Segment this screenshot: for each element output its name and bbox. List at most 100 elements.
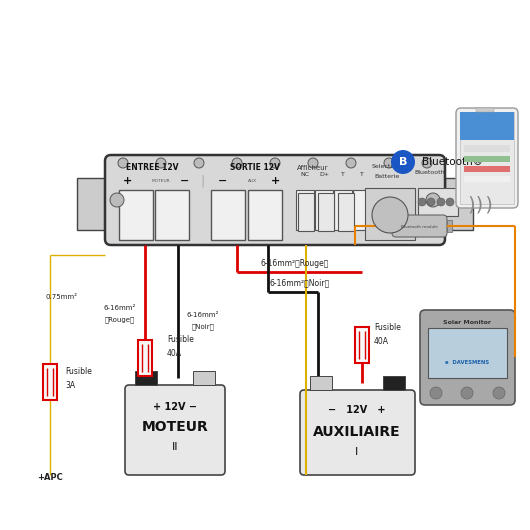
Text: −: −: [180, 176, 190, 186]
Circle shape: [427, 198, 435, 206]
Circle shape: [232, 158, 242, 168]
FancyBboxPatch shape: [125, 385, 225, 475]
Text: （Noir）: （Noir）: [191, 324, 215, 330]
Circle shape: [308, 158, 318, 168]
FancyBboxPatch shape: [300, 390, 415, 475]
Text: + 12V −: + 12V −: [153, 402, 197, 412]
Text: +: +: [270, 176, 280, 186]
Bar: [355, 327, 369, 363]
Text: AUX: AUX: [249, 179, 258, 183]
Text: |: |: [201, 174, 205, 188]
Circle shape: [110, 193, 124, 207]
Bar: [460, 112, 514, 204]
Text: +: +: [122, 176, 131, 186]
Bar: [334, 190, 352, 230]
Text: Solar Monitor: Solar Monitor: [443, 320, 491, 324]
Bar: [353, 190, 371, 230]
Bar: [138, 340, 152, 376]
Text: 40A: 40A: [167, 349, 182, 358]
Bar: [211, 190, 245, 240]
Circle shape: [384, 158, 394, 168]
Text: II: II: [172, 442, 178, 452]
Bar: [418, 188, 458, 216]
Text: 3A: 3A: [65, 381, 75, 390]
Bar: [476, 108, 494, 112]
Text: −: −: [218, 176, 228, 186]
Text: MOTEUR: MOTEUR: [142, 420, 208, 434]
Bar: [445, 178, 473, 230]
Bar: [464, 156, 510, 162]
FancyBboxPatch shape: [456, 108, 518, 208]
Circle shape: [270, 158, 280, 168]
Circle shape: [194, 158, 204, 168]
Text: Fusible: Fusible: [65, 367, 92, 376]
Bar: [464, 176, 510, 182]
Text: T: T: [341, 172, 345, 178]
Bar: [77, 178, 105, 230]
Bar: [155, 190, 189, 240]
Text: （Rouge）: （Rouge）: [105, 317, 135, 323]
Text: 40A: 40A: [374, 337, 389, 346]
Circle shape: [372, 197, 408, 233]
Text: 6-16mm²: 6-16mm²: [187, 312, 219, 318]
Circle shape: [461, 387, 473, 399]
FancyBboxPatch shape: [392, 215, 447, 237]
Text: B: B: [399, 157, 407, 167]
Bar: [296, 190, 314, 230]
Circle shape: [446, 198, 454, 206]
Text: Selecteur: Selecteur: [372, 163, 402, 169]
Text: Bluetooth module: Bluetooth module: [401, 225, 437, 229]
Text: 6-16mm²（Noir）: 6-16mm²（Noir）: [270, 278, 330, 287]
Text: T: T: [360, 172, 364, 178]
Text: Batterie: Batterie: [374, 173, 400, 179]
Circle shape: [426, 193, 440, 207]
Circle shape: [493, 387, 505, 399]
Text: Fusible: Fusible: [374, 323, 401, 332]
Text: 6-16mm²（Rouge）: 6-16mm²（Rouge）: [261, 259, 329, 268]
Circle shape: [156, 158, 166, 168]
Text: Afficheur: Afficheur: [297, 165, 329, 171]
Bar: [135, 371, 157, 385]
Text: Bluetooth: Bluetooth: [414, 170, 445, 174]
Bar: [365, 188, 415, 240]
Bar: [318, 193, 334, 231]
Text: AUXILIAIRE: AUXILIAIRE: [313, 425, 401, 439]
Text: I: I: [356, 447, 359, 457]
Circle shape: [418, 198, 426, 206]
Text: 0.75mm²: 0.75mm²: [45, 294, 77, 300]
Bar: [464, 166, 510, 172]
Text: MOTEUR: MOTEUR: [152, 179, 170, 183]
Text: SORTIE 12V: SORTIE 12V: [230, 163, 280, 172]
Bar: [338, 193, 354, 231]
Circle shape: [430, 387, 442, 399]
Bar: [310, 376, 332, 390]
Bar: [43, 364, 57, 400]
Text: −   12V   +: − 12V +: [328, 405, 386, 415]
Bar: [193, 371, 215, 385]
Circle shape: [391, 150, 415, 174]
Bar: [447, 220, 452, 232]
Bar: [428, 328, 507, 378]
Bar: [383, 376, 405, 390]
Bar: [248, 190, 282, 240]
Circle shape: [422, 158, 432, 168]
Circle shape: [346, 158, 356, 168]
Text: e  DAVESMENS: e DAVESMENS: [445, 359, 489, 365]
Bar: [315, 190, 333, 230]
Circle shape: [118, 158, 128, 168]
Text: +APC: +APC: [37, 473, 63, 482]
FancyBboxPatch shape: [420, 310, 515, 405]
Text: 6-16mm²: 6-16mm²: [104, 305, 136, 311]
Text: )) ): )) ): [467, 196, 492, 215]
Bar: [464, 145, 510, 152]
Bar: [460, 112, 514, 140]
Circle shape: [437, 198, 445, 206]
Text: Bluetooth®: Bluetooth®: [422, 157, 483, 167]
FancyBboxPatch shape: [105, 155, 445, 245]
Bar: [119, 190, 153, 240]
Text: NC: NC: [301, 172, 310, 178]
Text: ENTREE 12V: ENTREE 12V: [126, 163, 178, 172]
Bar: [298, 193, 314, 231]
Text: D+: D+: [319, 172, 329, 178]
Text: Fusible: Fusible: [167, 335, 194, 344]
